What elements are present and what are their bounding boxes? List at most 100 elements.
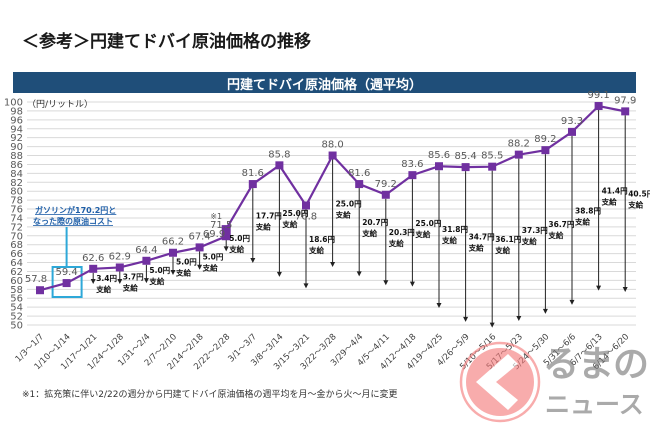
y-tick-label: 76 <box>10 205 23 216</box>
subsidy-word-label: 支給 <box>95 284 111 294</box>
series-line <box>39 104 626 292</box>
y-tick-label: 60 <box>10 276 23 287</box>
arrow-head-icon <box>276 271 282 277</box>
arrow-head-icon <box>516 315 522 321</box>
data-marker <box>381 190 390 199</box>
subsidy-word-label: 支給 <box>202 262 218 272</box>
subsidy-amount-label: 31.8円 <box>442 225 469 234</box>
y-tick-label: 94 <box>10 124 23 135</box>
arrow-head-icon <box>489 322 495 328</box>
data-marker <box>115 263 124 272</box>
chart-title-band: 円建てドバイ原油価格（週平均） <box>13 72 636 93</box>
subsidy-word-label: 支給 <box>494 245 510 255</box>
data-label: 62.9 <box>109 251 131 262</box>
data-label: 64.4 <box>135 245 157 256</box>
data-label: 83.6 <box>401 159 423 170</box>
callout-text-line2: なった際の原油コスト <box>33 216 113 226</box>
subsidy-word-label: 支給 <box>122 282 138 292</box>
subsidy-word-label: 支給 <box>281 219 297 229</box>
y-tick-label: 56 <box>10 294 23 305</box>
subsidy-amount-label: 36.1円 <box>495 235 522 244</box>
data-marker <box>275 161 284 170</box>
data-marker <box>62 279 71 288</box>
callout-text-line1: ガソリンが170.2円と <box>35 205 116 215</box>
data-label: 85.5 <box>481 151 503 162</box>
data-marker <box>621 107 630 116</box>
y-tick-label: 50 <box>10 321 23 332</box>
arrow-head-icon <box>170 270 176 276</box>
arrow-head-icon <box>436 303 442 309</box>
data-label: 85.4 <box>454 151 476 162</box>
subsidy-arrows <box>90 110 628 328</box>
data-marker <box>169 248 177 257</box>
data-marker <box>514 150 523 159</box>
data-label: 97.9 <box>614 95 636 106</box>
data-marker <box>435 162 443 171</box>
y-axis-ticks: 5052545658606264666870727476788082848688… <box>4 98 23 332</box>
arrow-head-icon <box>143 278 149 284</box>
y-tick-label: 74 <box>10 213 23 224</box>
y-tick-label: 82 <box>10 178 23 189</box>
data-marker <box>355 180 364 189</box>
y-tick-label: 58 <box>10 285 23 296</box>
subsidy-amount-label: 34.7円 <box>469 232 496 241</box>
data-marker <box>461 163 470 172</box>
subsidy-word-label: 支給 <box>388 238 404 248</box>
subsidy-labels: 3.4円支給3.7円支給5.0円支給5.0円支給5.0円支給5.0円支給17.7… <box>95 186 650 293</box>
arrow-head-icon <box>197 264 203 270</box>
subsidy-amount-label: 37.3円 <box>522 226 549 235</box>
data-label: 99.1 <box>587 90 609 101</box>
data-marker <box>408 171 417 180</box>
data-label: 69.9 <box>203 229 225 240</box>
data-label: 79.2 <box>375 179 397 190</box>
arrow-head-icon <box>117 278 123 284</box>
y-tick-label: 72 <box>10 222 23 233</box>
y-tick-label: 90 <box>10 142 23 153</box>
subsidy-amount-label: 5.0円 <box>203 252 224 261</box>
data-label: 62.6 <box>82 253 104 264</box>
y-tick-label: 62 <box>10 267 23 278</box>
arrow-head-icon <box>250 258 256 264</box>
data-markers <box>36 102 630 295</box>
data-label: 88.2 <box>508 139 530 150</box>
subsidy-amount-label: 25.0円 <box>415 219 442 228</box>
data-marker <box>248 180 257 189</box>
subsidy-amount-label: 5.0円 <box>176 258 197 267</box>
subsidy-amount-label: 40.5円 <box>628 190 650 199</box>
data-marker <box>568 127 576 136</box>
arrow-head-icon <box>330 262 336 268</box>
subsidy-amount-label: 5.0円 <box>229 234 250 243</box>
subsidy-word-label: 支給 <box>547 230 563 240</box>
subsidy-amount-label: 20.3円 <box>389 228 416 237</box>
subsidy-word-label: 支給 <box>175 268 191 278</box>
subsidy-amount-label: 18.6円 <box>309 235 336 244</box>
data-labels: 57.8 59.4 62.6 62.9 64.4 66.2 67.4 ※171.569.9 81… <box>25 90 636 285</box>
data-label: 88.0 <box>321 140 343 151</box>
subsidy-word-label: 支給 <box>148 276 164 286</box>
subsidy-word-label: 支給 <box>228 244 244 254</box>
data-label: 59.4 <box>55 267 77 278</box>
subsidy-amount-label: 5.0円 <box>149 266 170 275</box>
method-change-note: ※1 <box>210 212 222 221</box>
page-title: ＜参考＞円建てドバイ原油価格の推移 <box>22 32 311 52</box>
data-label: 81.6 <box>242 168 264 179</box>
y-tick-label: 88 <box>10 151 23 162</box>
arrow-head-icon <box>90 278 96 284</box>
data-label: 66.2 <box>162 237 184 248</box>
arrow-head-icon <box>383 280 389 286</box>
y-tick-label: 92 <box>10 133 23 144</box>
data-label: 89.2 <box>534 134 556 145</box>
data-marker <box>488 162 497 171</box>
data-label: 67.4 <box>188 231 210 242</box>
subsidy-amount-label: 3.4円 <box>96 274 117 283</box>
arrow-head-icon <box>303 283 309 289</box>
subsidy-word-label: 支給 <box>414 229 430 239</box>
subsidy-amount-label: 3.7円 <box>123 272 144 281</box>
arrow-head-icon <box>596 285 602 291</box>
subsidy-word-label: 支給 <box>308 245 324 255</box>
data-label: 85.6 <box>428 150 450 161</box>
arrow-head-icon <box>223 246 229 252</box>
subsidy-word-label: 支給 <box>601 196 617 206</box>
data-label: 81.6 <box>348 168 370 179</box>
